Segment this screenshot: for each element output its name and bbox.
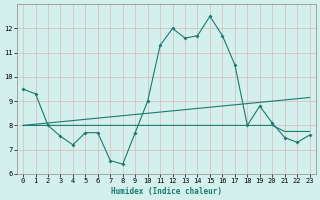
X-axis label: Humidex (Indice chaleur): Humidex (Indice chaleur) bbox=[111, 187, 222, 196]
